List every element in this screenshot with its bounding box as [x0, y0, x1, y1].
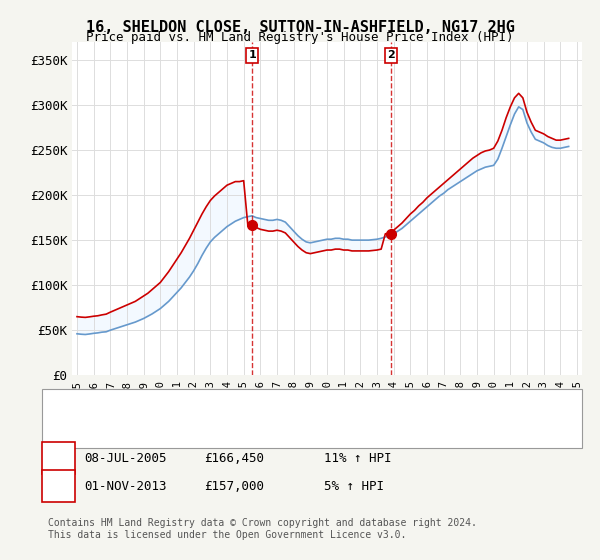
Text: 01-NOV-2013: 01-NOV-2013 — [84, 479, 167, 493]
Text: 11% ↑ HPI: 11% ↑ HPI — [324, 451, 392, 465]
Text: HPI: Average price, detached house, Ashfield: HPI: Average price, detached house, Ashf… — [96, 426, 371, 436]
Text: 2: 2 — [387, 50, 395, 60]
Text: £166,450: £166,450 — [204, 451, 264, 465]
Text: 16, SHELDON CLOSE, SUTTON-IN-ASHFIELD, NG17 2HG: 16, SHELDON CLOSE, SUTTON-IN-ASHFIELD, N… — [86, 20, 514, 35]
Text: Price paid vs. HM Land Registry's House Price Index (HPI): Price paid vs. HM Land Registry's House … — [86, 31, 514, 44]
Text: 08-JUL-2005: 08-JUL-2005 — [84, 451, 167, 465]
Text: 1: 1 — [55, 451, 62, 465]
Text: 2: 2 — [55, 479, 62, 493]
Text: £157,000: £157,000 — [204, 479, 264, 493]
Text: ————: ———— — [60, 398, 90, 412]
Text: Contains HM Land Registry data © Crown copyright and database right 2024.
This d: Contains HM Land Registry data © Crown c… — [48, 518, 477, 540]
Text: 5% ↑ HPI: 5% ↑ HPI — [324, 479, 384, 493]
Text: 1: 1 — [248, 50, 256, 60]
Text: 16, SHELDON CLOSE, SUTTON-IN-ASHFIELD, NG17 2HG (detached house): 16, SHELDON CLOSE, SUTTON-IN-ASHFIELD, N… — [96, 400, 496, 410]
Text: ————: ———— — [60, 424, 90, 438]
